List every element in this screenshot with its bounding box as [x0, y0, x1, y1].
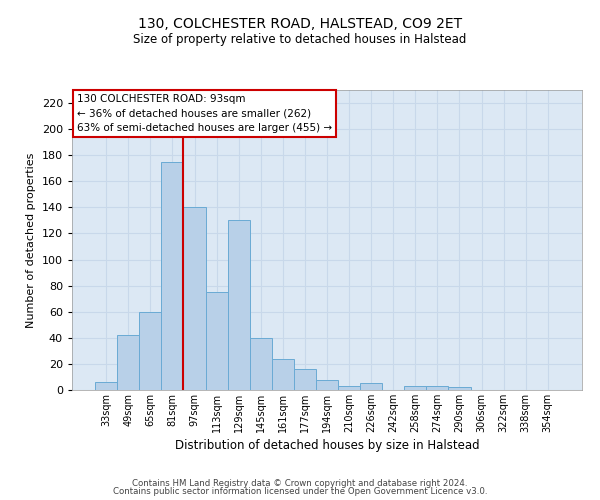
Bar — [95, 382, 117, 390]
Bar — [206, 292, 227, 390]
Bar — [427, 386, 448, 390]
Bar — [184, 208, 206, 390]
Bar — [404, 386, 427, 390]
Bar — [117, 335, 139, 390]
X-axis label: Distribution of detached houses by size in Halstead: Distribution of detached houses by size … — [175, 439, 479, 452]
Text: Size of property relative to detached houses in Halstead: Size of property relative to detached ho… — [133, 32, 467, 46]
Bar — [448, 388, 470, 390]
Bar — [227, 220, 250, 390]
Bar — [338, 386, 360, 390]
Bar — [250, 338, 272, 390]
Text: 130, COLCHESTER ROAD, HALSTEAD, CO9 2ET: 130, COLCHESTER ROAD, HALSTEAD, CO9 2ET — [138, 18, 462, 32]
Text: 130 COLCHESTER ROAD: 93sqm
← 36% of detached houses are smaller (262)
63% of sem: 130 COLCHESTER ROAD: 93sqm ← 36% of deta… — [77, 94, 332, 134]
Text: Contains HM Land Registry data © Crown copyright and database right 2024.: Contains HM Land Registry data © Crown c… — [132, 478, 468, 488]
Bar — [272, 358, 294, 390]
Bar — [360, 384, 382, 390]
Bar — [139, 312, 161, 390]
Text: Contains public sector information licensed under the Open Government Licence v3: Contains public sector information licen… — [113, 487, 487, 496]
Bar — [161, 162, 184, 390]
Bar — [294, 369, 316, 390]
Bar — [316, 380, 338, 390]
Y-axis label: Number of detached properties: Number of detached properties — [26, 152, 36, 328]
